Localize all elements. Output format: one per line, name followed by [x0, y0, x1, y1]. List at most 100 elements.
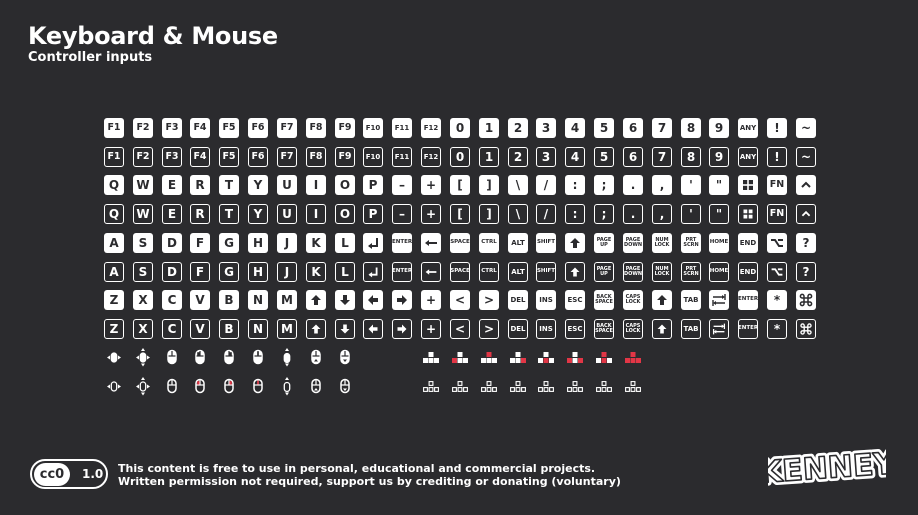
key-fn-outline: FN — [767, 204, 787, 224]
key-ins: INS — [536, 290, 556, 310]
key-i-outline: I — [306, 204, 326, 224]
mouse-icon — [162, 376, 182, 396]
key-f10-outline: F10 — [363, 147, 383, 167]
cc0-label: cc0 — [33, 462, 71, 486]
key-f4: F4 — [190, 118, 210, 138]
page-title: Keyboard & Mouse — [28, 22, 278, 50]
arrow-keys-down-icon — [536, 376, 556, 396]
key-g: G — [219, 233, 239, 253]
up-arrow-icon — [565, 262, 585, 282]
key-y-outline: Y — [248, 204, 268, 224]
key-0-outline: 0 — [450, 147, 470, 167]
key-7: 7 — [652, 118, 672, 138]
key-shift: SHIFT — [536, 233, 556, 253]
down-arrow-icon — [335, 319, 355, 339]
key-back-space-outline: BACK SPACE — [594, 319, 614, 339]
arrow-keys-vertical-icon — [594, 347, 614, 367]
key-tab: TAB — [681, 290, 701, 310]
key-x-outline: X — [133, 319, 153, 339]
key-f12-outline: F12 — [421, 147, 441, 167]
arrow-keys-icon — [421, 347, 441, 367]
key-enter: ENTER — [738, 290, 758, 310]
key-page-up: PAGE UP — [594, 233, 614, 253]
key-page-up-outline: PAGE UP — [594, 262, 614, 282]
key-symbol: ? — [796, 233, 816, 253]
key-u: U — [277, 175, 297, 195]
key-symbol: ' — [681, 175, 701, 195]
key-y: Y — [248, 175, 268, 195]
key-page-down: PAGE DOWN — [623, 233, 643, 253]
key-f5: F5 — [219, 118, 239, 138]
mouse-scroll-down-icon — [335, 347, 355, 367]
key-symbol-outline: + — [421, 319, 441, 339]
key-alt-outline: ALT — [508, 262, 528, 282]
key-symbol: \ — [508, 175, 528, 195]
arrow-keys-horizontal-icon — [565, 347, 585, 367]
mouse-move-icon — [133, 376, 153, 396]
key-symbol-outline: – — [392, 204, 412, 224]
key-f7-outline: F7 — [277, 147, 297, 167]
key-q: Q — [104, 175, 124, 195]
key-enter-outline: ENTER — [392, 262, 412, 282]
key-num-lock: NUM LOCK — [652, 233, 672, 253]
kenney-logo: KENNEY KENNEY — [768, 446, 886, 488]
key-c-outline: C — [162, 319, 182, 339]
key-h-outline: H — [248, 262, 268, 282]
mouse-left-icon — [190, 376, 210, 396]
key-esc: ESC — [565, 290, 585, 310]
key-enter: ENTER — [392, 233, 412, 253]
arrow-keys-vertical-icon — [594, 376, 614, 396]
mouse-right-icon — [219, 347, 239, 367]
key-f8: F8 — [306, 118, 326, 138]
right-arrow-icon — [392, 319, 412, 339]
key-e-outline: E — [162, 204, 182, 224]
key-3: 3 — [536, 118, 556, 138]
key-f1: F1 — [104, 118, 124, 138]
key-v: V — [190, 290, 210, 310]
key-9: 9 — [709, 118, 729, 138]
arrow-keys-left-icon — [450, 347, 470, 367]
key-m-outline: M — [277, 319, 297, 339]
key-page-down-outline: PAGE DOWN — [623, 262, 643, 282]
windows-icon — [738, 204, 758, 224]
shift-up-icon — [652, 290, 672, 310]
key-1: 1 — [479, 118, 499, 138]
mouse-right-icon — [219, 376, 239, 396]
key-f9-outline: F9 — [335, 147, 355, 167]
key-5: 5 — [594, 118, 614, 138]
key-symbol-outline: " — [709, 204, 729, 224]
key-h: H — [248, 233, 268, 253]
svg-text:KENNEY: KENNEY — [768, 446, 886, 488]
arrow-long-left-icon — [421, 262, 441, 282]
key-home-outline: HOME — [709, 262, 729, 282]
key-symbol: " — [709, 175, 729, 195]
key-symbol: : — [565, 175, 585, 195]
key-i: I — [306, 175, 326, 195]
key-f-outline: F — [190, 262, 210, 282]
key-f: F — [190, 233, 210, 253]
key-symbol: – — [392, 175, 412, 195]
key-prt-scrn: PRT SCRN — [681, 233, 701, 253]
key-symbol-outline: + — [421, 204, 441, 224]
key-del-outline: DEL — [508, 319, 528, 339]
key-2: 2 — [508, 118, 528, 138]
key-symbol: / — [536, 175, 556, 195]
key-symbol-outline: [ — [450, 204, 470, 224]
key-r: R — [190, 175, 210, 195]
arrow-long-left-icon — [421, 233, 441, 253]
key-ctrl-outline: CTRL — [479, 262, 499, 282]
key-symbol-outline: ' — [681, 204, 701, 224]
mouse-scroll-vertical-icon — [277, 347, 297, 367]
license-badge: cc0 1.0 — [30, 459, 108, 489]
key-space: SPACE — [450, 233, 470, 253]
option-icon — [767, 233, 787, 253]
key-9-outline: 9 — [709, 147, 729, 167]
key-end: END — [738, 233, 758, 253]
key-e: E — [162, 175, 182, 195]
mouse-scroll-up-icon — [306, 376, 326, 396]
left-arrow-icon — [363, 319, 383, 339]
key-symbol-outline: ~ — [796, 147, 816, 167]
key-symbol: [ — [450, 175, 470, 195]
up-arrow-icon — [565, 233, 585, 253]
key-f7: F7 — [277, 118, 297, 138]
